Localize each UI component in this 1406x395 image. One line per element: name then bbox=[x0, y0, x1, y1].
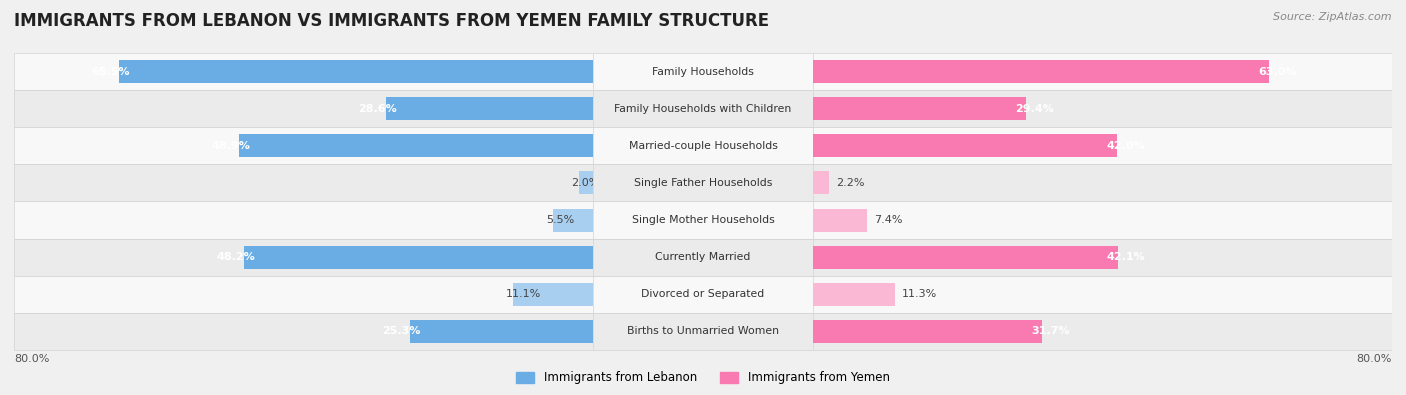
Bar bbox=[593, 313, 813, 350]
Text: 42.0%: 42.0% bbox=[1107, 141, 1144, 151]
Text: 2.2%: 2.2% bbox=[837, 178, 865, 188]
Bar bbox=[513, 283, 593, 306]
Bar bbox=[578, 171, 593, 194]
Text: Births to Unmarried Women: Births to Unmarried Women bbox=[627, 326, 779, 337]
Bar bbox=[813, 201, 1392, 239]
Bar bbox=[593, 164, 813, 201]
Text: Family Households with Children: Family Households with Children bbox=[614, 103, 792, 114]
Text: 65.5%: 65.5% bbox=[91, 66, 129, 77]
Bar bbox=[813, 127, 1392, 164]
Bar bbox=[813, 60, 1270, 83]
Bar bbox=[813, 313, 1392, 350]
Bar bbox=[813, 97, 1026, 120]
Bar bbox=[813, 320, 1042, 343]
Bar bbox=[14, 164, 593, 201]
Text: Single Father Households: Single Father Households bbox=[634, 178, 772, 188]
Bar bbox=[813, 283, 894, 306]
Text: Currently Married: Currently Married bbox=[655, 252, 751, 262]
Bar bbox=[120, 60, 593, 83]
Text: 48.9%: 48.9% bbox=[211, 141, 250, 151]
Bar bbox=[553, 209, 593, 231]
Bar bbox=[813, 53, 1392, 90]
Bar bbox=[14, 90, 593, 127]
Text: 11.3%: 11.3% bbox=[903, 289, 938, 299]
Text: 28.6%: 28.6% bbox=[359, 103, 396, 114]
Bar bbox=[593, 276, 813, 313]
Bar bbox=[387, 97, 593, 120]
Bar bbox=[813, 171, 830, 194]
Bar bbox=[593, 90, 813, 127]
Text: Married-couple Households: Married-couple Households bbox=[628, 141, 778, 151]
Bar bbox=[14, 313, 593, 350]
Bar bbox=[813, 239, 1392, 276]
Bar bbox=[813, 90, 1392, 127]
Text: 2.0%: 2.0% bbox=[571, 178, 600, 188]
Text: 11.1%: 11.1% bbox=[505, 289, 541, 299]
Bar bbox=[813, 134, 1116, 157]
Text: 31.7%: 31.7% bbox=[1032, 326, 1070, 337]
Bar bbox=[239, 134, 593, 157]
Text: Family Households: Family Households bbox=[652, 66, 754, 77]
Bar bbox=[14, 53, 593, 90]
Text: 80.0%: 80.0% bbox=[1357, 354, 1392, 364]
Bar bbox=[593, 53, 813, 90]
Text: 5.5%: 5.5% bbox=[546, 215, 574, 225]
Text: 25.3%: 25.3% bbox=[382, 326, 420, 337]
Bar bbox=[813, 209, 866, 231]
Bar bbox=[593, 127, 813, 164]
Text: 48.2%: 48.2% bbox=[217, 252, 254, 262]
Bar bbox=[14, 239, 593, 276]
Text: 80.0%: 80.0% bbox=[14, 354, 49, 364]
Bar bbox=[14, 276, 593, 313]
Text: 42.1%: 42.1% bbox=[1107, 252, 1146, 262]
Bar bbox=[813, 164, 1392, 201]
Bar bbox=[14, 201, 593, 239]
Bar bbox=[813, 276, 1392, 313]
Bar bbox=[14, 127, 593, 164]
Text: Source: ZipAtlas.com: Source: ZipAtlas.com bbox=[1274, 12, 1392, 22]
Bar bbox=[245, 246, 593, 269]
Bar bbox=[593, 201, 813, 239]
Bar bbox=[593, 239, 813, 276]
Text: 7.4%: 7.4% bbox=[873, 215, 903, 225]
Text: 63.0%: 63.0% bbox=[1258, 66, 1296, 77]
Bar bbox=[813, 246, 1118, 269]
Legend: Immigrants from Lebanon, Immigrants from Yemen: Immigrants from Lebanon, Immigrants from… bbox=[512, 367, 894, 389]
Text: IMMIGRANTS FROM LEBANON VS IMMIGRANTS FROM YEMEN FAMILY STRUCTURE: IMMIGRANTS FROM LEBANON VS IMMIGRANTS FR… bbox=[14, 12, 769, 30]
Text: Divorced or Separated: Divorced or Separated bbox=[641, 289, 765, 299]
Bar bbox=[411, 320, 593, 343]
Text: Single Mother Households: Single Mother Households bbox=[631, 215, 775, 225]
Text: 29.4%: 29.4% bbox=[1015, 103, 1053, 114]
